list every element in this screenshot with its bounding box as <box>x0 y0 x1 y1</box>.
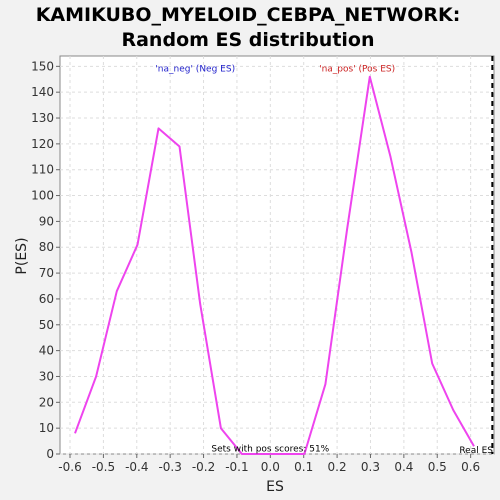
y-axis-label: P(ES) <box>14 237 30 274</box>
x-tick-label: -0.5 <box>92 460 115 474</box>
y-tick-label: 20 <box>39 395 54 409</box>
y-axis-ticks: 0 10 20 30 40 50 60 70 80 90 100 110 120 130 140 150 <box>31 59 60 461</box>
x-tick-label: -0.6 <box>58 460 81 474</box>
grid-layer <box>60 56 494 455</box>
y-tick-label: 90 <box>39 214 54 228</box>
x-tick-label: -0.2 <box>192 460 215 474</box>
x-axis-label: ES <box>266 479 284 495</box>
neg-es-label: 'na_neg' (Neg ES) <box>155 65 235 75</box>
x-tick-label: 0.4 <box>394 460 413 474</box>
y-tick-label: 140 <box>31 85 54 99</box>
y-tick-label: 0 <box>46 447 54 461</box>
x-axis-ticks: -0.6 -0.5 -0.4 -0.3 -0.2 -0.1 0.0 0.1 0.2 0.3 0.4 0… <box>58 454 480 474</box>
y-tick-label: 80 <box>39 240 54 254</box>
y-tick-label: 40 <box>39 344 54 358</box>
y-tick-label: 30 <box>39 369 54 383</box>
y-tick-label: 110 <box>31 163 54 177</box>
x-tick-label: 0.0 <box>261 460 280 474</box>
x-tick-label: 0.1 <box>294 460 313 474</box>
x-tick-label: 0.3 <box>361 460 380 474</box>
x-tick-label: -0.3 <box>158 460 181 474</box>
y-tick-label: 50 <box>39 318 54 332</box>
x-tick-label: -0.4 <box>125 460 148 474</box>
plot-area <box>59 55 495 455</box>
x-tick-label: 0.2 <box>328 460 347 474</box>
es-distribution-line <box>74 75 475 455</box>
y-tick-label: 70 <box>39 266 54 280</box>
x-tick-label: 0.5 <box>428 460 447 474</box>
y-tick-label: 100 <box>31 189 54 203</box>
sets-with-pos-scores-label: Sets with pos scores: 51% <box>211 444 329 454</box>
x-tick-label: -0.1 <box>225 460 248 474</box>
y-tick-label: 60 <box>39 292 54 306</box>
chart-title-line1: KAMIKUBO_MYELOID_CEBPA_NETWORK: <box>36 4 461 26</box>
y-tick-label: 10 <box>39 421 54 435</box>
chart-title-line2: Random ES distribution <box>121 29 374 51</box>
pos-es-label: 'na_pos' (Pos ES) <box>319 65 395 75</box>
x-tick-label: 0.6 <box>461 460 480 474</box>
y-tick-label: 120 <box>31 137 54 151</box>
real-es-label: Real ES <box>459 446 493 456</box>
y-tick-label: 130 <box>31 111 54 125</box>
y-tick-label: 150 <box>31 59 54 73</box>
